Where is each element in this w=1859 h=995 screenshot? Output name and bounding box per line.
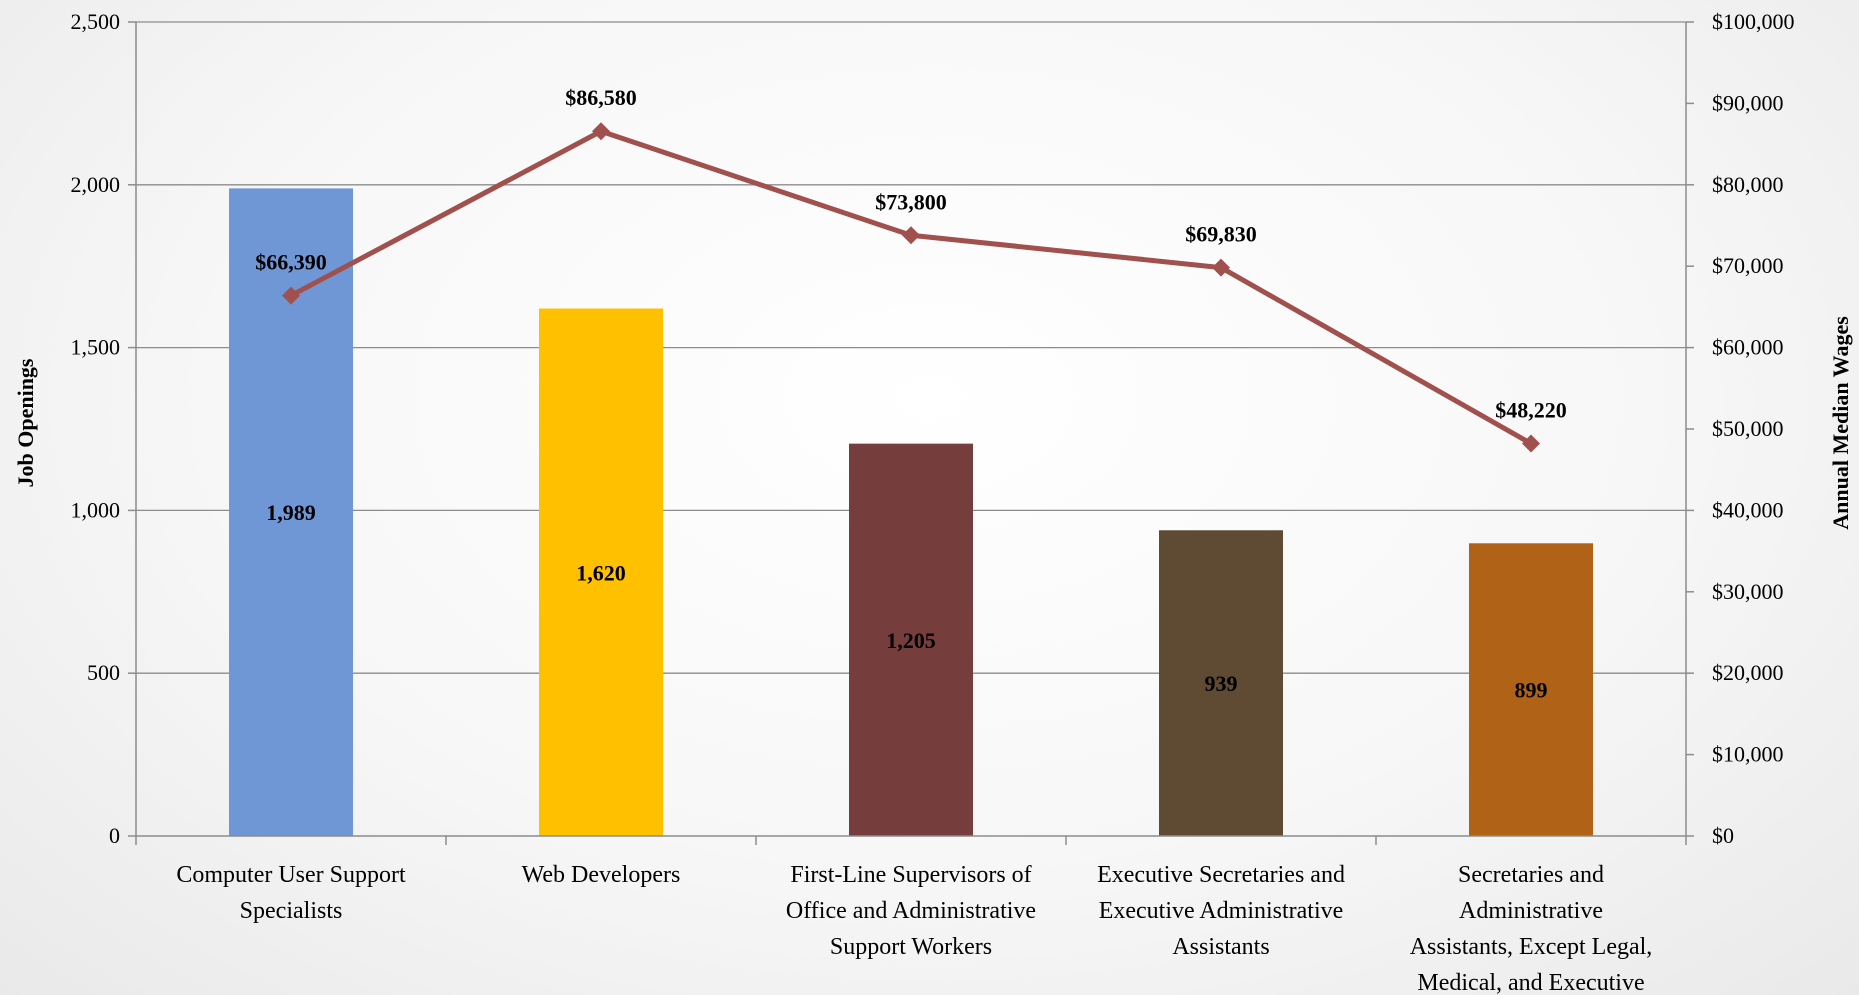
wage-point-marker [592, 122, 610, 141]
bars [229, 188, 1593, 837]
gridlines [136, 21, 1686, 674]
right-tick-label: $20,000 [1712, 660, 1784, 685]
category-label: Secretaries and Administrative Assistants,… [1410, 862, 1653, 995]
category-label: First-Line Supervisors of Office and Admi… [786, 862, 1036, 960]
bar [1469, 543, 1593, 836]
bar [539, 308, 663, 836]
wage-line [282, 122, 1540, 453]
right-tick-label: $100,000 [1712, 9, 1795, 34]
category-label: Web Developers [522, 862, 681, 888]
wage-point-marker [1212, 258, 1230, 277]
right-axis-title: Annual Median Wages [1828, 316, 1853, 530]
wage-value-label: $86,580 [565, 85, 637, 110]
category-label: Executive Secretaries and Executive Admin… [1097, 862, 1345, 960]
right-tick-label: $90,000 [1712, 90, 1784, 115]
bar-value-label: 1,205 [886, 628, 936, 653]
wage-point-marker [282, 286, 300, 305]
right-tick-label: $10,000 [1712, 742, 1784, 767]
right-tick-label: $30,000 [1712, 579, 1784, 604]
bar [849, 443, 973, 836]
wage-point-marker [1522, 434, 1540, 453]
bar-value-label: 1,989 [266, 500, 316, 525]
wage-series-line [289, 128, 1533, 446]
left-axis-title: Job Openings [13, 358, 38, 487]
bar-value-label: 1,620 [576, 560, 626, 585]
bar [1159, 530, 1283, 836]
axes: 0 500 1,000 1,500 2,000 2,500 $0 $10,000 $20,000… [71, 9, 1795, 995]
data-labels: 1,989 1,620 1,205 939 899 $66,390 $86,580 $73,8… [255, 85, 1567, 702]
wage-value-label: $69,830 [1185, 222, 1257, 247]
left-tick-label: 1,500 [71, 335, 121, 360]
left-tick-label: 2,000 [71, 172, 121, 197]
right-tick-label: $70,000 [1712, 253, 1784, 278]
right-tick-label: $50,000 [1712, 416, 1784, 441]
right-tick-label: $0 [1712, 823, 1734, 848]
wage-value-label: $48,220 [1495, 397, 1567, 422]
wage-value-label: $66,390 [255, 250, 327, 275]
left-tick-label: 0 [109, 823, 120, 848]
left-tick-label: 2,500 [71, 9, 121, 34]
right-tick-label: $80,000 [1712, 172, 1784, 197]
wage-point-marker [902, 226, 920, 245]
right-tick-label: $40,000 [1712, 497, 1784, 522]
right-tick-label: $60,000 [1712, 335, 1784, 360]
category-label: Computer User Support Specialists [176, 862, 406, 924]
bar-value-label: 939 [1205, 671, 1238, 696]
left-tick-label: 500 [87, 660, 120, 685]
bar-value-label: 899 [1515, 678, 1548, 703]
wage-value-label: $73,800 [875, 189, 947, 214]
left-tick-label: 1,000 [71, 497, 121, 522]
